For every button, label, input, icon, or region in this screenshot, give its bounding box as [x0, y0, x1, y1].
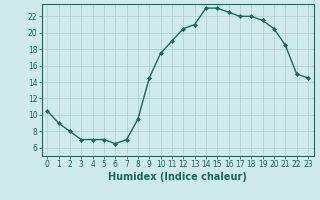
X-axis label: Humidex (Indice chaleur): Humidex (Indice chaleur) — [108, 172, 247, 182]
